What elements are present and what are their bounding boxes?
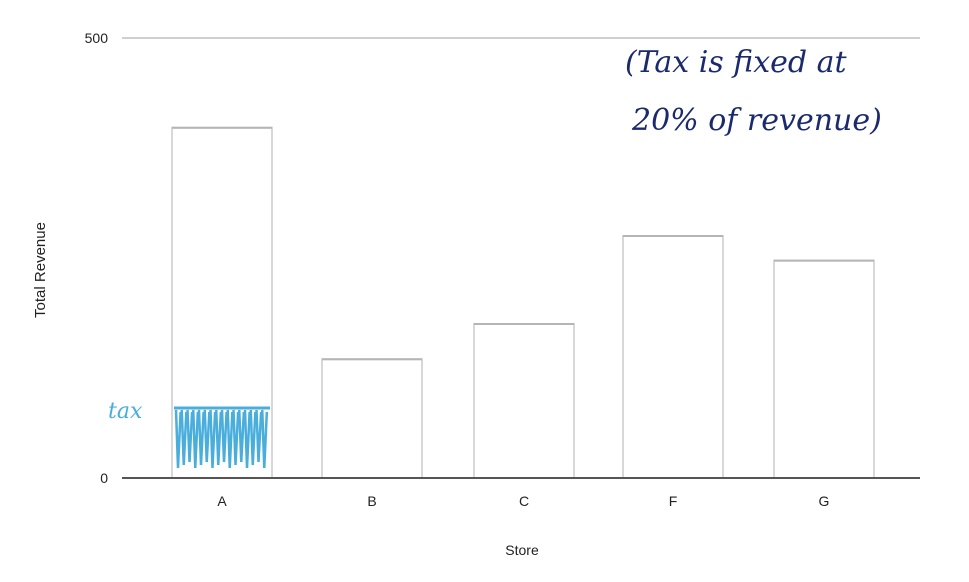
tax-hatch-stroke bbox=[197, 409, 205, 466]
y-tick-labels: 0 500 bbox=[85, 30, 109, 486]
tax-hatch-stroke bbox=[243, 409, 251, 469]
y-tick-label-0: 0 bbox=[100, 470, 108, 486]
tax-hatch-stroke bbox=[232, 409, 240, 466]
tax-hatch-stroke bbox=[249, 409, 257, 466]
bar-g bbox=[773, 259, 875, 480]
tax-hatch-stroke bbox=[192, 409, 200, 469]
tax-hatch-stroke bbox=[220, 409, 228, 463]
bars-group bbox=[171, 126, 875, 480]
y-axis-label: Total Revenue bbox=[32, 222, 49, 318]
tax-hatch-stroke bbox=[261, 409, 269, 469]
x-tick-label-f: F bbox=[669, 493, 678, 509]
tax-hatch-stroke bbox=[186, 409, 194, 463]
tax-hatch-stroke bbox=[255, 409, 263, 463]
x-tick-label-c: C bbox=[519, 493, 529, 509]
handwritten-note-line-1: (Tax is fixed at bbox=[625, 45, 848, 80]
bar-c bbox=[473, 323, 575, 479]
x-tick-label-a: A bbox=[217, 493, 227, 509]
x-tick-label-g: G bbox=[819, 493, 830, 509]
x-axis-label: Store bbox=[505, 542, 539, 558]
bar-f bbox=[622, 235, 724, 479]
y-tick-label-500: 500 bbox=[85, 30, 109, 46]
handwritten-tax-label: tax bbox=[108, 399, 143, 424]
tax-hatch-stroke bbox=[209, 409, 217, 469]
handwritten-note-line-2: 20% of revenue) bbox=[631, 103, 882, 138]
tax-hatch-stroke bbox=[226, 409, 234, 469]
tax-hatch-group bbox=[174, 406, 270, 469]
x-tick-label-b: B bbox=[367, 493, 376, 509]
bar-b bbox=[321, 358, 423, 480]
tax-hatch-stroke bbox=[180, 409, 188, 466]
tax-hatch-stroke bbox=[203, 409, 211, 463]
tax-hatch-stroke bbox=[215, 409, 223, 466]
tax-hatch-stroke bbox=[238, 409, 246, 463]
tax-hatch-stroke bbox=[174, 409, 182, 469]
